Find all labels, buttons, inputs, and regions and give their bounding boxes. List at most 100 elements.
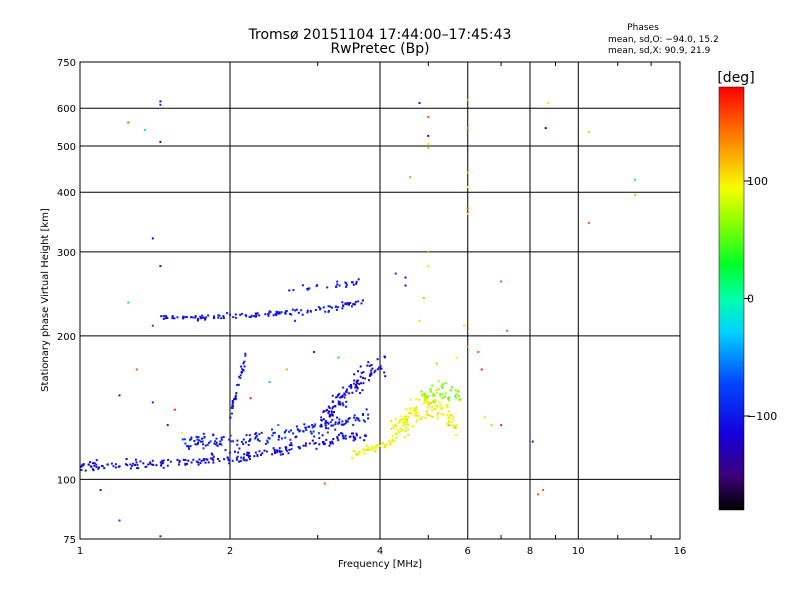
data-point xyxy=(353,449,356,452)
data-point xyxy=(331,418,334,421)
data-point xyxy=(136,463,139,466)
data-point xyxy=(244,352,247,355)
data-point xyxy=(408,412,410,415)
data-point xyxy=(352,439,355,442)
data-point xyxy=(242,438,245,441)
data-point xyxy=(373,447,376,450)
data-point xyxy=(279,453,282,456)
data-point xyxy=(444,382,447,385)
data-point xyxy=(95,463,98,466)
data-point xyxy=(226,456,229,459)
data-point xyxy=(244,354,247,357)
data-point xyxy=(363,439,366,442)
data-point xyxy=(355,282,358,285)
data-point xyxy=(220,443,223,446)
data-point xyxy=(162,459,165,462)
data-point xyxy=(82,464,85,467)
data-point xyxy=(455,356,458,359)
x-tick-label: 16 xyxy=(674,546,687,557)
data-point xyxy=(355,452,358,455)
data-point xyxy=(290,444,293,447)
data-point xyxy=(240,365,243,368)
data-point xyxy=(337,439,340,442)
data-point xyxy=(338,401,341,403)
data-point xyxy=(355,417,358,419)
data-point xyxy=(244,441,247,444)
data-point xyxy=(324,424,327,427)
data-point xyxy=(319,308,322,311)
data-point xyxy=(415,421,418,424)
data-point xyxy=(279,450,281,453)
data-point xyxy=(343,423,346,426)
data-point xyxy=(354,384,357,387)
data-point xyxy=(126,464,129,467)
data-point xyxy=(466,98,469,101)
data-point xyxy=(212,455,215,458)
data-point xyxy=(414,408,416,411)
data-point xyxy=(326,421,329,424)
data-point xyxy=(99,489,102,491)
data-point xyxy=(327,311,330,313)
data-point xyxy=(360,302,363,305)
data-point xyxy=(142,462,145,465)
data-point xyxy=(361,414,364,416)
data-point xyxy=(450,421,453,424)
data-point xyxy=(331,407,334,410)
data-point xyxy=(436,391,438,394)
data-point xyxy=(222,317,225,319)
data-point xyxy=(115,466,117,469)
data-point xyxy=(204,461,207,464)
data-point xyxy=(423,402,426,405)
data-point xyxy=(348,435,351,438)
data-point xyxy=(235,392,238,395)
data-point xyxy=(404,284,407,287)
data-point xyxy=(346,388,348,391)
data-point xyxy=(369,448,372,451)
data-point xyxy=(415,408,418,411)
data-point xyxy=(447,397,450,400)
data-point xyxy=(370,372,373,375)
data-point xyxy=(329,441,332,444)
data-point xyxy=(351,391,354,394)
data-point xyxy=(384,445,387,448)
data-point xyxy=(268,437,271,440)
data-point xyxy=(403,420,406,423)
data-point xyxy=(190,438,193,441)
data-point xyxy=(441,387,444,389)
data-point xyxy=(254,315,257,318)
data-point xyxy=(359,392,361,394)
data-point xyxy=(269,311,272,313)
data-point xyxy=(359,365,362,368)
data-point xyxy=(135,368,138,371)
data-point xyxy=(160,464,163,467)
data-point xyxy=(382,442,384,445)
data-point xyxy=(131,465,134,467)
data-point xyxy=(267,436,270,439)
data-point xyxy=(266,439,269,442)
data-point xyxy=(400,427,403,430)
data-point xyxy=(394,432,397,435)
data-point xyxy=(254,312,257,315)
x-tick-label: 6 xyxy=(465,546,471,557)
data-point xyxy=(236,455,239,458)
data-point xyxy=(404,276,407,279)
data-point xyxy=(239,374,242,377)
data-point xyxy=(331,411,333,414)
data-point xyxy=(431,415,434,418)
data-point xyxy=(293,319,296,322)
data-point xyxy=(278,436,281,439)
data-point xyxy=(329,305,332,308)
data-point xyxy=(234,397,237,400)
data-point xyxy=(314,423,317,426)
data-point xyxy=(454,395,457,398)
data-point xyxy=(229,313,232,316)
data-point xyxy=(90,465,92,468)
data-point xyxy=(373,371,376,374)
data-point xyxy=(490,424,493,427)
data-point xyxy=(273,431,276,434)
data-point xyxy=(253,455,256,458)
data-point xyxy=(209,440,212,443)
data-point xyxy=(112,465,115,468)
data-point xyxy=(370,369,373,372)
data-point xyxy=(458,397,461,400)
